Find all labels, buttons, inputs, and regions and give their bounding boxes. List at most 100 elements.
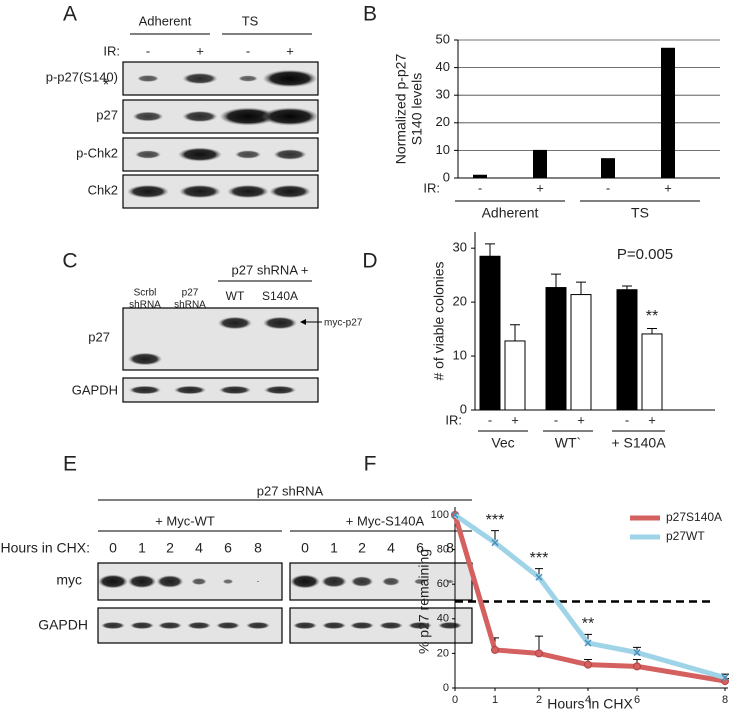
- y-tick-label: 30: [436, 87, 450, 102]
- blot-band: [173, 385, 207, 395]
- blot-band: [350, 621, 374, 630]
- blot-band: [262, 316, 298, 330]
- y-tick-label: 80: [437, 544, 449, 556]
- x-tick-label: +: [664, 180, 672, 195]
- bar: [545, 287, 567, 411]
- error-bar: [510, 324, 520, 341]
- panel-letter: A: [63, 3, 77, 26]
- bar: [570, 294, 592, 411]
- point: [721, 674, 729, 682]
- blot: [289, 562, 473, 601]
- x-tick-label: 6: [634, 694, 640, 706]
- group-label: + Myc-S140A: [346, 513, 425, 528]
- blot-band: [382, 577, 400, 586]
- group-label: WT`: [555, 435, 581, 451]
- y-axis-label: # of viable colonies: [431, 261, 447, 380]
- blot-band: [290, 574, 320, 589]
- ir-label: IR:: [423, 180, 440, 195]
- y-tick-label: 30: [453, 240, 467, 255]
- lane-label: Scrbl: [134, 288, 157, 299]
- point: [633, 662, 641, 671]
- x-axis-label: Hours in CHX: [547, 696, 633, 712]
- point: [584, 639, 592, 647]
- error-bar: [576, 281, 586, 295]
- blot-band: [262, 69, 318, 88]
- bar: [533, 149, 547, 179]
- hour-label: 8: [446, 540, 454, 556]
- error-bar: [485, 243, 495, 257]
- x-tick-label: 0: [452, 694, 458, 706]
- blot-band: [217, 316, 253, 330]
- y-axis-label: S140 levels: [409, 73, 425, 145]
- blot-band: [256, 580, 260, 583]
- y-tick-label: 10: [436, 142, 450, 157]
- hour-label: 4: [195, 540, 203, 556]
- lane-label: S140A: [262, 289, 298, 303]
- x-tick-label: -: [478, 180, 482, 195]
- bar: [616, 289, 638, 411]
- hour-label: 2: [358, 540, 366, 556]
- lane-label: p27: [182, 288, 199, 299]
- panel-letter: E: [63, 453, 77, 476]
- point: [535, 649, 543, 658]
- blot-band: [263, 385, 297, 395]
- y-tick-label: 0: [443, 169, 450, 184]
- hour-label: 6: [416, 540, 424, 556]
- y-tick-label: 0: [460, 401, 467, 416]
- point: [535, 573, 543, 581]
- blot-band: [322, 621, 346, 630]
- blot-band: [182, 110, 218, 123]
- point: [584, 660, 592, 669]
- hour-label: 0: [301, 540, 309, 556]
- error-bar: [622, 285, 632, 290]
- blot-band: [127, 184, 169, 199]
- blot-band: [438, 621, 462, 630]
- blot-band: [293, 621, 317, 630]
- arrow-head: [300, 319, 306, 325]
- x-tick-label: +: [511, 412, 519, 427]
- bar: [479, 255, 501, 411]
- x-tick-label: +: [577, 412, 585, 427]
- blot-band: [234, 150, 262, 159]
- y-tick-label: 40: [437, 613, 449, 625]
- blot-band: [379, 621, 403, 630]
- ir-label: IR:: [103, 43, 120, 58]
- panel-letter: B: [363, 3, 377, 26]
- blot-band: [246, 621, 270, 630]
- error-bar: [647, 328, 657, 334]
- bar: [661, 47, 675, 179]
- blot-band: [127, 574, 157, 589]
- y-axis-label: Normalized p-p27: [393, 54, 409, 165]
- y-tick-label: 20: [437, 647, 449, 659]
- hour-label: 0: [109, 540, 117, 556]
- point: [491, 539, 499, 547]
- blot-band: [127, 352, 163, 366]
- bar: [601, 158, 615, 179]
- x-tick-label: +: [536, 180, 544, 195]
- x-tick-label: -: [606, 180, 610, 195]
- blot-band: [219, 107, 277, 126]
- blot-label: GAPDH: [72, 382, 118, 397]
- panel-letter: F: [364, 453, 377, 476]
- group-label: Adherent: [139, 13, 192, 28]
- blot-band: [321, 575, 347, 588]
- blot-band: [269, 184, 311, 199]
- blot-band: [187, 621, 211, 630]
- x-tick-label: -: [554, 412, 558, 427]
- y-tick-label: 60: [437, 578, 449, 590]
- legend-label: p27S140A: [666, 510, 722, 524]
- point: [451, 511, 459, 519]
- blot-band: [408, 621, 432, 630]
- x-tick-label: -: [625, 412, 629, 427]
- blot-band: [216, 621, 240, 630]
- significance: **: [646, 308, 658, 325]
- hour-label: 8: [254, 540, 262, 556]
- y-tick-label: 50: [436, 31, 450, 46]
- blot-label: p27: [88, 329, 110, 344]
- blot-band: [137, 75, 159, 82]
- blot-band: [128, 385, 162, 395]
- x-tick-label: -: [488, 412, 492, 427]
- legend-label: p27WT: [666, 529, 705, 543]
- hour-label: 1: [330, 540, 338, 556]
